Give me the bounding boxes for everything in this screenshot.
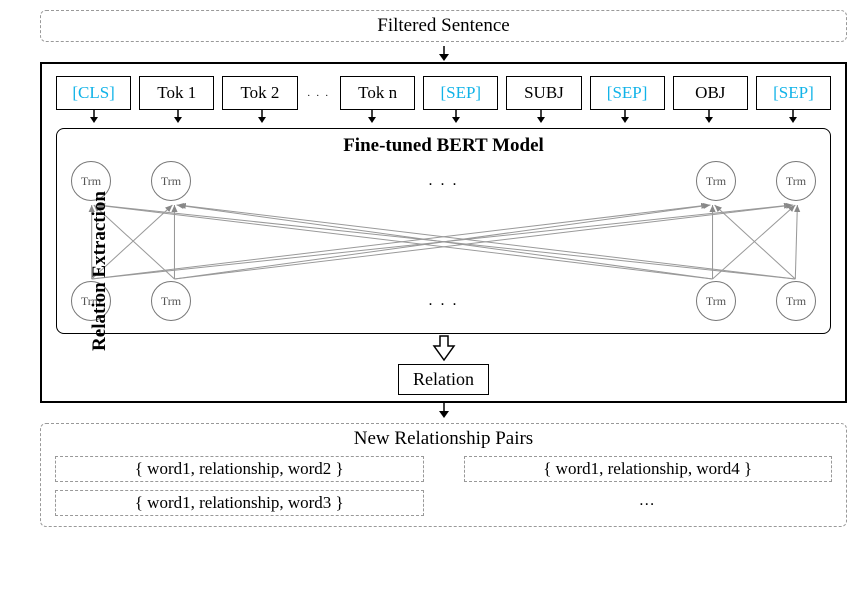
arrow-down-icon (140, 109, 216, 130)
trm-node: Trm (776, 281, 816, 321)
open-arrow-down (56, 334, 831, 364)
token-sep1: [SEP] (423, 76, 498, 110)
bert-model-box: Fine-tuned BERT Model Trm Trm . . . Trm … (56, 128, 831, 334)
token-tokn: Tok n (340, 76, 415, 110)
trm-top-right: Trm Trm (696, 161, 816, 201)
arrow-down-icon (503, 109, 579, 130)
arrow-down-icon (418, 109, 494, 130)
token-sep3: [SEP] (756, 76, 831, 110)
trm-node: Trm (151, 161, 191, 201)
trm-bottom-layer: Trm Trm . . . Trm Trm (71, 281, 816, 321)
arrow-down-icon (671, 109, 747, 130)
relationship-pair: { word1, relationship, word4 } (464, 456, 833, 482)
arrow-down-icon (436, 403, 452, 419)
diagram-root: Relation Extraction Filtered Sentence [C… (10, 10, 847, 527)
arrow-down-icon (224, 109, 300, 130)
token-dots: . . . (306, 88, 333, 99)
filtered-sentence-label: Filtered Sentence (377, 15, 509, 36)
trm-dots: . . . (429, 172, 459, 190)
token-tok2: Tok 2 (222, 76, 297, 110)
trm-dots: . . . (429, 292, 459, 310)
token-cls: [CLS] (56, 76, 131, 110)
relationship-pair: { word1, relationship, word2 } (55, 456, 424, 482)
trm-node: Trm (151, 281, 191, 321)
arrow-re-to-bottom (40, 403, 847, 419)
token-tok1: Tok 1 (139, 76, 214, 110)
bert-title: Fine-tuned BERT Model (71, 135, 816, 157)
side-label-relation-extraction: Relation Extraction (89, 171, 111, 371)
open-arrow-icon (430, 334, 458, 362)
trm-node: Trm (696, 281, 736, 321)
pairs-dots: … (464, 490, 833, 516)
arrow-down-icon (334, 109, 410, 130)
token-sep2: [SEP] (590, 76, 665, 110)
trm-bottom-right: Trm Trm (696, 281, 816, 321)
tokens-row: [CLS] Tok 1 Tok 2 . . . Tok n [SEP] SUBJ… (56, 76, 831, 110)
arrow-top-to-re (40, 46, 847, 62)
bottom-title: New Relationship Pairs (55, 428, 832, 450)
trm-top-layer: Trm Trm . . . Trm Trm (71, 161, 816, 201)
bert-edges-svg (71, 201, 816, 281)
relation-label: Relation (398, 364, 489, 395)
relationship-pair: { word1, relationship, word3 } (55, 490, 424, 516)
new-relationship-pairs-box: New Relationship Pairs { word1, relation… (40, 423, 847, 527)
token-arrows-row (56, 110, 831, 128)
arrow-down-icon (56, 109, 132, 130)
pairs-grid: { word1, relationship, word2 } { word1, … (55, 456, 832, 516)
token-subj: SUBJ (506, 76, 581, 110)
arrow-down-icon (587, 109, 663, 130)
filtered-sentence-box: Filtered Sentence (40, 10, 847, 42)
trm-node: Trm (696, 161, 736, 201)
token-obj: OBJ (673, 76, 748, 110)
relation-extraction-box: [CLS] Tok 1 Tok 2 . . . Tok n [SEP] SUBJ… (40, 62, 847, 403)
arrow-down-icon (755, 109, 831, 130)
trm-node: Trm (776, 161, 816, 201)
relation-box-wrap: Relation (56, 364, 831, 395)
arrow-down-icon (436, 46, 452, 62)
